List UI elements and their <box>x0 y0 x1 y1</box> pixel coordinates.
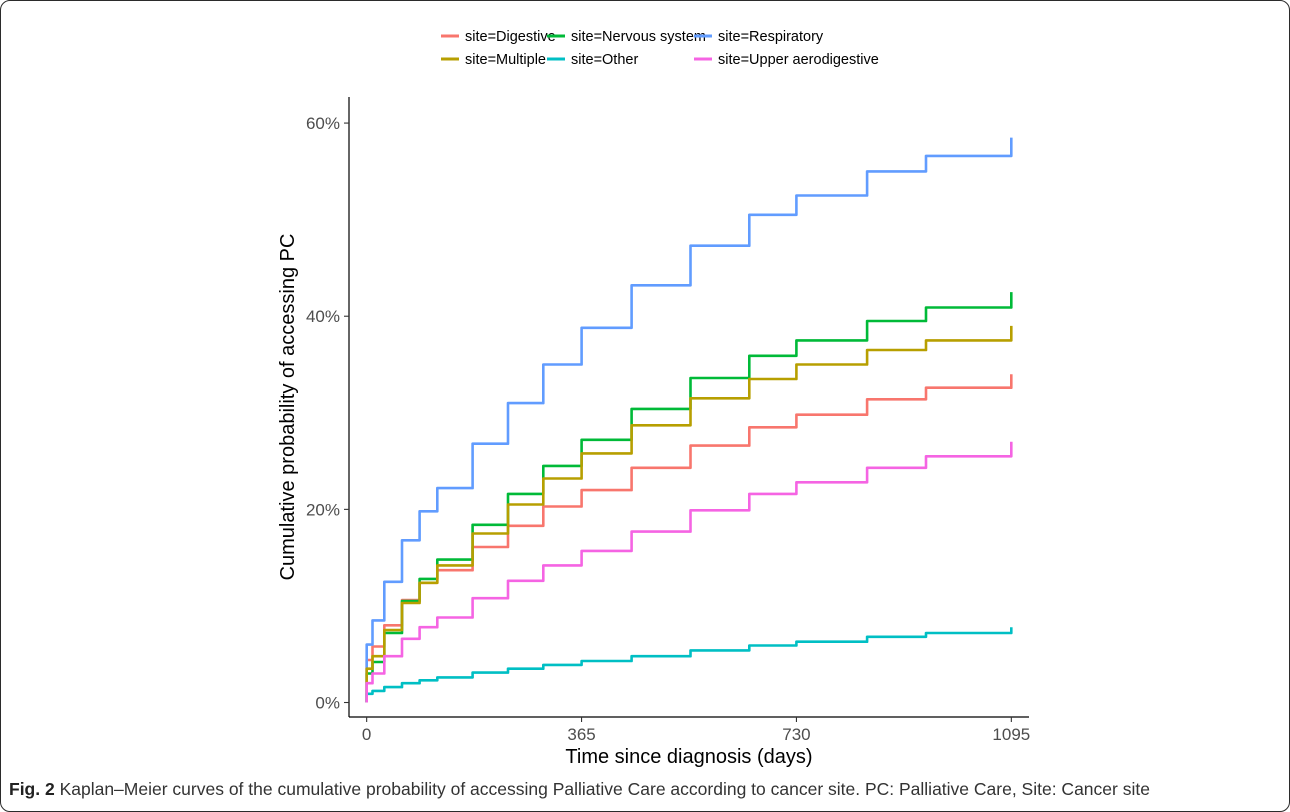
series-line <box>365 627 1013 703</box>
series-line <box>365 292 1013 703</box>
legend-label: site=Digestive <box>465 29 556 45</box>
y-tick-label: 20% <box>306 500 340 519</box>
legend-label: site=Other <box>571 52 638 68</box>
x-tick-label: 730 <box>782 725 810 744</box>
series-line <box>365 441 1013 703</box>
axes: 0 365 730 1095 0% 20% 40% 60% Time since diagn… <box>277 97 1030 768</box>
figure-caption: Fig. 2 Kaplan–Meier curves of the cumula… <box>9 779 1279 800</box>
legend-label: site=Respiratory <box>718 29 824 45</box>
y-ticks: 0% 20% 40% 60% <box>306 114 349 713</box>
legend: site=Digestive site=Nervous system site=Re… <box>441 29 879 68</box>
series-layer <box>365 137 1013 703</box>
y-axis-title: Cumulative probability of accessing PC <box>277 234 299 581</box>
x-axis-title: Time since diagnosis (days) <box>565 746 812 768</box>
series-line <box>365 325 1013 703</box>
x-tick-label: 365 <box>567 725 595 744</box>
series-line <box>365 137 1013 703</box>
km-chart: site=Digestive site=Nervous system site=Re… <box>277 29 1030 768</box>
x-ticks: 0 365 730 1095 <box>362 717 1030 744</box>
legend-label: site=Upper aerodigestive <box>718 52 879 68</box>
y-tick-label: 60% <box>306 114 340 133</box>
legend-label: site=Nervous system <box>571 29 706 45</box>
x-tick-label: 1095 <box>992 725 1030 744</box>
caption-label: Fig. 2 <box>9 779 55 799</box>
x-tick-label: 0 <box>362 725 371 744</box>
legend-label: site=Multiple <box>465 52 546 68</box>
caption-text: Kaplan–Meier curves of the cumulative pr… <box>54 779 1150 799</box>
series-line <box>365 374 1013 703</box>
y-tick-label: 0% <box>315 694 340 713</box>
y-tick-label: 40% <box>306 307 340 326</box>
